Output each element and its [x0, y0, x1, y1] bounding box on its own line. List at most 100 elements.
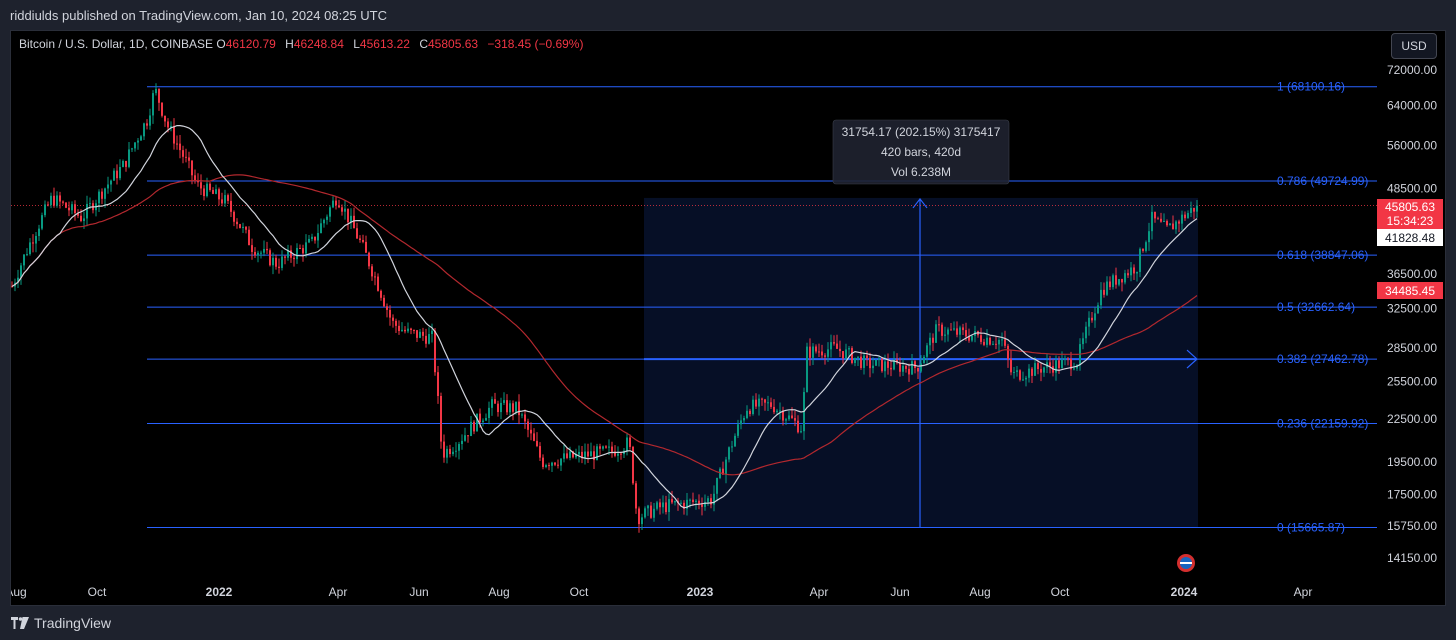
candle-body: [1109, 281, 1111, 288]
candle-body: [917, 367, 919, 372]
candle-body: [605, 446, 607, 448]
candle-body: [866, 355, 868, 359]
candle-body: [473, 421, 475, 432]
candle-body: [44, 204, 46, 216]
candle-body: [1124, 273, 1126, 283]
candle-body: [17, 277, 19, 283]
candle-body: [512, 403, 514, 412]
fib-level-label: 0.236 (22159.92): [1277, 416, 1368, 430]
candle-body: [569, 451, 571, 458]
candle-body: [662, 502, 664, 508]
candle-body: [455, 450, 457, 452]
candle-body: [914, 361, 916, 368]
candle-body: [995, 343, 997, 345]
candle-body: [827, 349, 829, 357]
price-tick-label: 28500.00: [1387, 341, 1437, 355]
candle-body: [311, 236, 313, 239]
candle-body: [800, 431, 802, 433]
candle-body: [704, 501, 706, 507]
candle-body: [743, 418, 745, 421]
candle-body: [32, 242, 34, 244]
price-scale[interactable]: 72000.00 64000.00 56000.00 48500.00 36500.00…: [1387, 63, 1437, 565]
candle-body: [926, 345, 928, 357]
candle-body: [947, 329, 949, 335]
candle-body: [398, 325, 400, 331]
candle-body: [470, 421, 472, 436]
measure-info-line3: Vol 6.238M: [891, 165, 951, 179]
candle-body: [1001, 339, 1003, 341]
candle-body: [137, 140, 139, 143]
candle-body: [887, 361, 889, 368]
candle-body: [368, 252, 370, 267]
candle-body: [1121, 279, 1123, 283]
candle-body: [581, 451, 583, 458]
time-tick-label: Oct: [88, 585, 107, 599]
candle-body: [686, 499, 688, 509]
fib-level-label: 0.382 (27462.78): [1277, 352, 1368, 366]
candle-body: [284, 256, 286, 258]
candle-body: [560, 458, 562, 466]
price-tick-label: 64000.00: [1387, 98, 1437, 112]
candle-body: [176, 143, 178, 145]
candle-body: [842, 351, 844, 359]
candle-body: [923, 356, 925, 364]
candle-body: [53, 195, 55, 206]
candle-body: [839, 348, 841, 352]
footer-bar: TradingView: [0, 606, 1456, 640]
fib-retracement[interactable]: 1 (68100.16) 0.786 (49724.99) 0.618 (38847…: [147, 80, 1377, 535]
candle-body: [1142, 248, 1144, 251]
candle-body: [1184, 214, 1186, 219]
candle-body: [329, 207, 331, 217]
time-scale[interactable]: Aug Oct 2022 Apr Jun Aug Oct 2023 Apr Jun Aug Oct 20…: [11, 585, 1312, 599]
ma-long-badge: [1377, 282, 1443, 299]
price-tick-label: 14150.00: [1387, 551, 1437, 565]
candle-body: [83, 218, 85, 222]
time-tick-label: Oct: [1051, 585, 1070, 599]
candle-body: [890, 367, 892, 370]
chart-area[interactable]: Bitcoin / U.S. Dollar, 1D, COINBASE O461…: [10, 30, 1446, 606]
candle-body: [1019, 370, 1021, 380]
candle-body: [200, 182, 202, 189]
candle-body: [215, 189, 217, 194]
candle-body: [551, 462, 553, 466]
candle-body: [644, 508, 646, 518]
candle-body: [764, 399, 766, 403]
candle-body: [965, 330, 967, 337]
candle-body: [986, 337, 988, 345]
candle-body: [635, 483, 637, 509]
candle-body: [1067, 358, 1069, 360]
candle-body: [902, 365, 904, 372]
candle-body: [65, 202, 67, 208]
time-tick-label: 2022: [206, 585, 233, 599]
candle-body: [476, 413, 478, 432]
candle-body: [671, 499, 673, 503]
candle-body: [89, 203, 91, 205]
candle-body: [56, 195, 58, 206]
candle-body: [371, 266, 373, 277]
measure-info-background: [832, 119, 1010, 185]
currency-button[interactable]: USD: [1391, 33, 1437, 59]
candle-body: [593, 451, 595, 461]
candle-body: [350, 215, 352, 223]
candle-body: [833, 342, 835, 344]
candle-body: [23, 254, 25, 266]
candle-body: [119, 167, 121, 179]
candle-body: [884, 361, 886, 372]
candle-body: [524, 414, 526, 422]
ma-long-line: [11, 174, 1198, 476]
tradingview-logo-icon[interactable]: [11, 617, 29, 629]
candle-body: [1058, 360, 1060, 369]
candle-body: [248, 229, 250, 246]
symbol-title: Bitcoin / U.S. Dollar, 1D, COINBASE: [19, 37, 214, 51]
candle-body: [641, 517, 643, 525]
events-flag-icon[interactable]: [1177, 554, 1195, 572]
top-bar: riddiulds published on TradingView.com, …: [0, 0, 1456, 30]
candle-body: [578, 451, 580, 455]
candle-body: [431, 330, 433, 335]
candle-body: [140, 136, 142, 141]
candle-body: [773, 406, 775, 413]
price-chart[interactable]: 1 (68100.16) 0.786 (49724.99) 0.618 (38847…: [11, 31, 1446, 606]
open-label: O: [216, 37, 226, 51]
candle-body: [527, 421, 529, 430]
time-tick-label: 2024: [1171, 585, 1198, 599]
